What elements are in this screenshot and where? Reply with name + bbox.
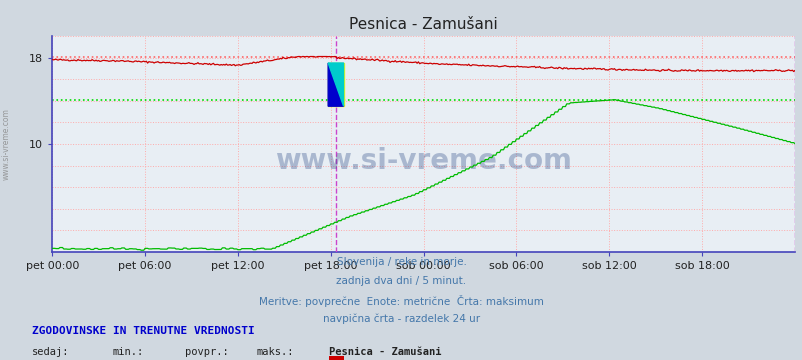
Text: Pesnica - Zamušani: Pesnica - Zamušani (329, 347, 441, 357)
Text: min.:: min.: (112, 347, 144, 357)
Text: www.si-vreme.com: www.si-vreme.com (2, 108, 11, 180)
Polygon shape (328, 63, 343, 106)
Polygon shape (328, 63, 343, 106)
Text: navpična črta - razdelek 24 ur: navpična črta - razdelek 24 ur (322, 314, 480, 324)
Title: Pesnica - Zamušani: Pesnica - Zamušani (349, 17, 497, 32)
Text: Meritve: povprečne  Enote: metrične  Črta: maksimum: Meritve: povprečne Enote: metrične Črta:… (259, 295, 543, 307)
Text: zadnja dva dni / 5 minut.: zadnja dva dni / 5 minut. (336, 276, 466, 286)
Text: www.si-vreme.com: www.si-vreme.com (275, 147, 571, 175)
Text: Slovenija / reke in morje.: Slovenija / reke in morje. (336, 257, 466, 267)
Text: povpr.:: povpr.: (184, 347, 228, 357)
Bar (328, 63, 343, 106)
Text: sedaj:: sedaj: (32, 347, 70, 357)
Text: ZGODOVINSKE IN TRENUTNE VREDNOSTI: ZGODOVINSKE IN TRENUTNE VREDNOSTI (32, 326, 254, 336)
Text: maks.:: maks.: (257, 347, 294, 357)
